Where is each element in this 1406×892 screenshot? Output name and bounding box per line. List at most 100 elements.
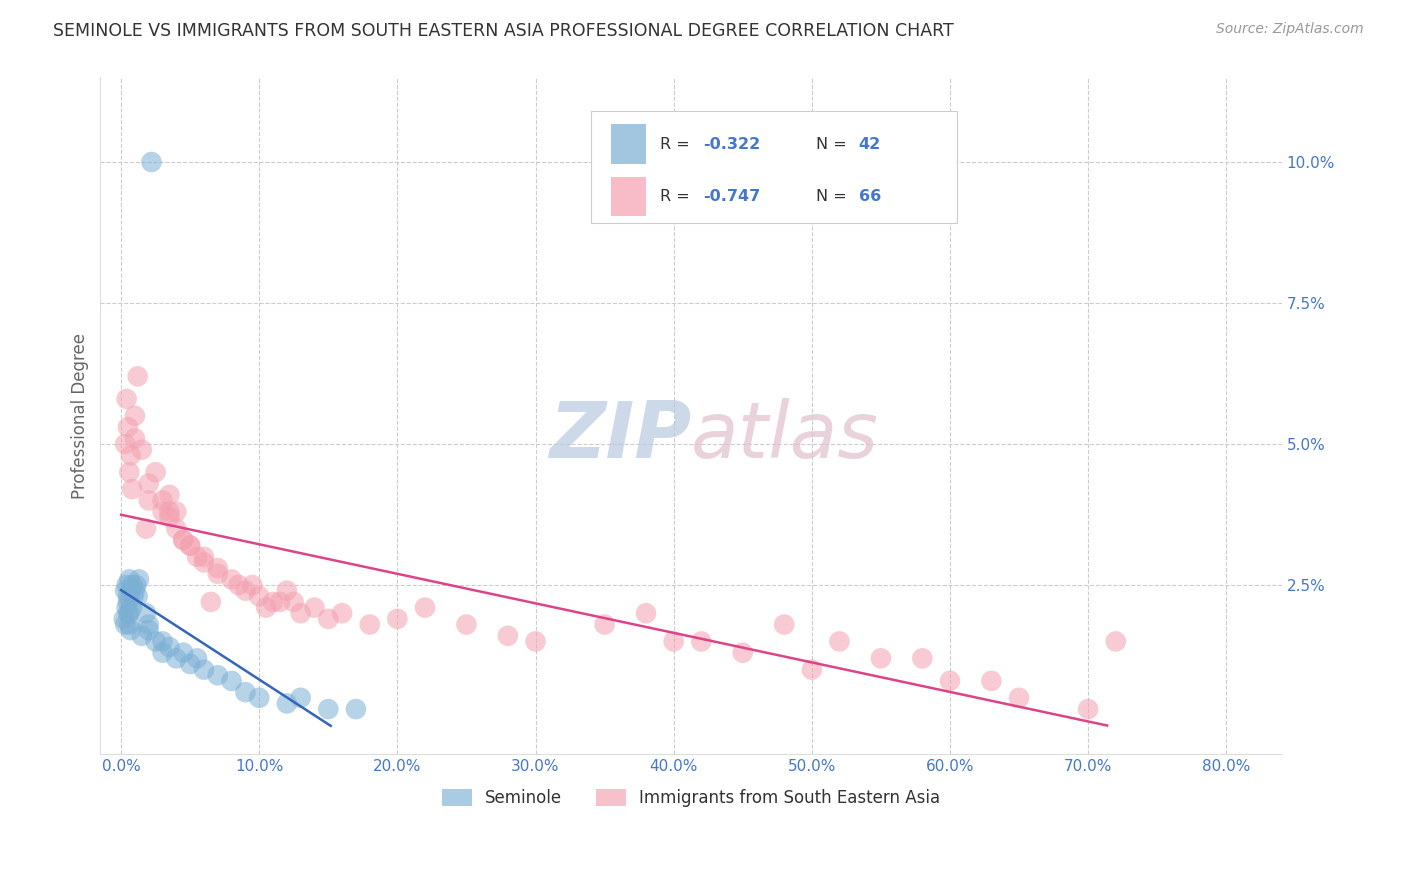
Point xyxy=(115,578,138,592)
Point xyxy=(172,533,194,547)
Point xyxy=(159,510,181,524)
Point xyxy=(186,549,208,564)
Text: R =: R = xyxy=(661,189,695,204)
Point xyxy=(165,522,187,536)
Point xyxy=(240,578,263,592)
Point xyxy=(1008,690,1031,705)
Point xyxy=(118,617,141,632)
Point xyxy=(800,663,823,677)
Point xyxy=(828,634,851,648)
FancyBboxPatch shape xyxy=(610,177,645,217)
Point xyxy=(276,583,298,598)
Point xyxy=(135,606,157,620)
Point xyxy=(112,612,135,626)
Point xyxy=(276,697,298,711)
Text: 66: 66 xyxy=(859,189,882,204)
Point xyxy=(221,573,243,587)
Text: N =: N = xyxy=(815,136,852,152)
Point xyxy=(120,583,142,598)
Point xyxy=(207,566,229,581)
Text: 42: 42 xyxy=(859,136,882,152)
Point xyxy=(125,578,148,592)
Point xyxy=(773,617,796,632)
Point xyxy=(114,617,136,632)
Point xyxy=(124,431,146,445)
Point xyxy=(121,600,143,615)
Point xyxy=(193,663,215,677)
Point xyxy=(456,617,478,632)
Text: -0.322: -0.322 xyxy=(703,136,761,152)
Point xyxy=(179,539,201,553)
Point xyxy=(138,617,160,632)
Point xyxy=(634,606,657,620)
Point xyxy=(115,600,138,615)
Point xyxy=(254,600,277,615)
Point xyxy=(344,702,367,716)
Point xyxy=(262,595,284,609)
Point xyxy=(228,578,250,592)
Point xyxy=(247,589,270,603)
Point xyxy=(145,465,167,479)
Point xyxy=(127,589,149,603)
Point xyxy=(186,651,208,665)
Point xyxy=(124,409,146,423)
Point xyxy=(172,533,194,547)
Point xyxy=(159,488,181,502)
Point xyxy=(131,629,153,643)
Point xyxy=(690,634,713,648)
Point xyxy=(122,589,145,603)
Point xyxy=(159,640,181,654)
Point xyxy=(118,465,141,479)
Point xyxy=(269,595,291,609)
Point xyxy=(1105,634,1128,648)
Point xyxy=(152,634,174,648)
Point xyxy=(118,606,141,620)
Point xyxy=(387,612,409,626)
Point xyxy=(117,589,139,603)
Y-axis label: Professional Degree: Professional Degree xyxy=(72,333,89,499)
Point xyxy=(121,482,143,496)
Point xyxy=(731,646,754,660)
Point xyxy=(141,155,163,169)
Point xyxy=(330,606,353,620)
Point xyxy=(359,617,381,632)
Point xyxy=(152,505,174,519)
Legend: Seminole, Immigrants from South Eastern Asia: Seminole, Immigrants from South Eastern … xyxy=(434,782,946,814)
Point xyxy=(870,651,893,665)
Point xyxy=(172,646,194,660)
Point xyxy=(413,600,436,615)
Point xyxy=(235,583,257,598)
Point xyxy=(138,476,160,491)
Point xyxy=(159,505,181,519)
Point xyxy=(120,448,142,462)
Text: R =: R = xyxy=(661,136,695,152)
Text: ZIP: ZIP xyxy=(548,398,690,475)
Point xyxy=(165,651,187,665)
FancyBboxPatch shape xyxy=(591,112,956,223)
Point xyxy=(117,595,139,609)
Point xyxy=(120,623,142,637)
Point xyxy=(179,657,201,671)
Point xyxy=(152,646,174,660)
Point xyxy=(179,539,201,553)
Point xyxy=(114,437,136,451)
Point xyxy=(128,573,150,587)
Point xyxy=(235,685,257,699)
Point xyxy=(131,442,153,457)
Point xyxy=(138,493,160,508)
Point xyxy=(115,392,138,406)
Point xyxy=(207,561,229,575)
Point xyxy=(117,606,139,620)
Point xyxy=(135,522,157,536)
Point xyxy=(118,573,141,587)
Point xyxy=(316,702,339,716)
Point xyxy=(200,595,222,609)
Point xyxy=(117,420,139,434)
Text: N =: N = xyxy=(815,189,852,204)
Point xyxy=(524,634,547,648)
Point xyxy=(980,673,1002,688)
Text: SEMINOLE VS IMMIGRANTS FROM SOUTH EASTERN ASIA PROFESSIONAL DEGREE CORRELATION C: SEMINOLE VS IMMIGRANTS FROM SOUTH EASTER… xyxy=(53,22,955,40)
Point xyxy=(152,493,174,508)
Point xyxy=(138,623,160,637)
Text: atlas: atlas xyxy=(690,398,879,475)
